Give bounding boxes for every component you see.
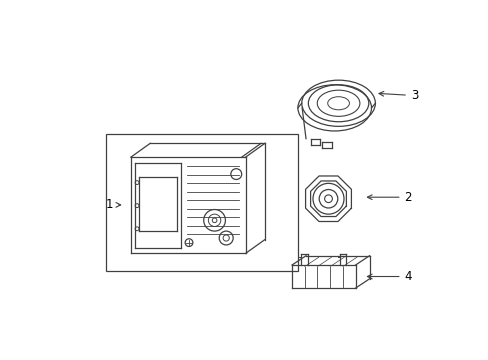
Text: 3: 3 [378, 89, 417, 102]
Text: 1: 1 [105, 198, 121, 211]
Text: 4: 4 [366, 270, 411, 283]
Bar [106, 134, 298, 271]
Text: 2: 2 [366, 191, 411, 204]
